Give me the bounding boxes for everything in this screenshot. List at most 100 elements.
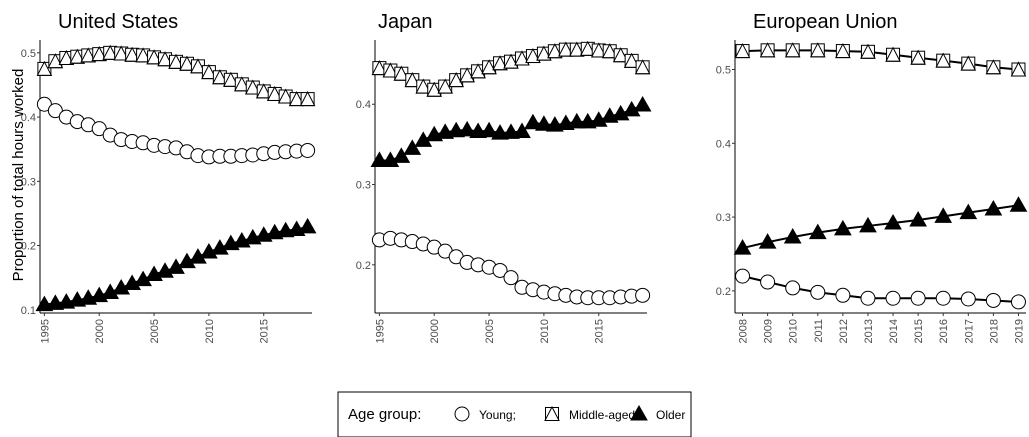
series-line	[742, 49, 1019, 71]
legend-label: Middle-aged;	[569, 408, 638, 422]
series-line	[742, 275, 1019, 303]
data-point	[589, 111, 608, 127]
data-point-triangle	[168, 53, 184, 69]
data-point-triangle	[80, 47, 97, 63]
series-older	[35, 217, 317, 312]
series-older	[733, 196, 1028, 255]
data-point-triangle	[69, 48, 86, 64]
data-point-triangle	[470, 63, 486, 79]
data-point-square	[1011, 62, 1026, 77]
x-tick-label: 2010	[204, 319, 216, 343]
data-point-square	[860, 44, 875, 59]
data-point-triangle	[371, 60, 388, 76]
data-point-triangle	[734, 42, 751, 59]
series-young	[36, 96, 316, 165]
data-point	[860, 290, 876, 306]
panel-european-union: European Union 0.2 0.3 0.4 0.5 2008 2009 2010 20…	[716, 11, 1028, 343]
data-point	[810, 284, 826, 300]
data-point-triangle	[223, 71, 239, 87]
data-point	[1009, 196, 1028, 212]
data-point	[783, 227, 802, 244]
data-point	[759, 42, 776, 58]
data-point	[935, 290, 951, 306]
data-point-triangle	[1010, 61, 1027, 77]
data-point-triangle	[860, 43, 876, 59]
data-point-triangle	[58, 49, 75, 65]
data-point-triangle	[146, 49, 162, 65]
data-point	[36, 60, 53, 76]
data-point	[859, 216, 877, 233]
data-point-triangle	[514, 50, 530, 66]
data-point	[567, 112, 586, 129]
y-tick-label: 0.3	[356, 180, 371, 192]
data-point	[910, 290, 926, 306]
x-tick-label: 2005	[149, 319, 161, 343]
data-point-triangle	[481, 59, 497, 75]
data-point-triangle	[558, 41, 574, 57]
y-tick-label: 0.4	[21, 112, 36, 124]
data-point	[885, 290, 901, 306]
data-point-triangle	[404, 72, 421, 88]
legend-marker-triangle	[544, 405, 560, 421]
data-point-triangle	[960, 55, 977, 71]
data-point	[146, 49, 162, 65]
data-point	[459, 67, 475, 83]
data-point-triangle	[579, 40, 596, 56]
data-point	[760, 274, 776, 290]
data-point	[492, 262, 508, 278]
data-point	[808, 223, 827, 240]
series-young	[371, 230, 651, 306]
data-point	[1010, 61, 1027, 77]
legend-marker-square	[545, 407, 559, 421]
data-point	[758, 233, 777, 249]
data-point-triangle	[102, 44, 119, 60]
data-point-triangle	[299, 91, 316, 107]
data-point	[36, 96, 52, 112]
data-point	[733, 239, 752, 255]
legend-item-young: Young;	[454, 406, 516, 422]
data-point-triangle	[985, 59, 1002, 75]
chart-panels: United States 0.1 0.2 0.3 0.4 0.5 1995 2000 2005…	[21, 11, 1028, 343]
x-tick-label: 2009	[763, 319, 775, 343]
data-point-triangle	[255, 83, 272, 99]
legend-title: Age group:	[348, 406, 421, 423]
data-point	[382, 62, 399, 78]
data-point	[223, 71, 239, 87]
data-point-triangle	[426, 81, 443, 97]
x-tick-label: 2016	[938, 319, 950, 343]
data-point	[934, 207, 953, 223]
data-point	[298, 217, 317, 234]
data-point-triangle	[157, 51, 173, 67]
data-point-triangle	[547, 43, 563, 59]
data-point	[909, 211, 927, 227]
data-point-triangle	[288, 91, 305, 107]
data-point	[524, 113, 542, 130]
data-point-triangle	[503, 53, 519, 69]
data-point-triangle	[759, 42, 776, 58]
data-point-triangle	[124, 46, 140, 62]
data-point-square	[635, 60, 650, 75]
data-point-square	[911, 50, 926, 65]
data-point	[448, 72, 464, 88]
y-tick-label: 0.3	[716, 212, 731, 224]
data-point-triangle	[885, 46, 901, 62]
data-point-triangle	[244, 79, 261, 95]
legend-marker	[630, 404, 648, 421]
series-line	[742, 204, 1019, 250]
data-point	[885, 46, 901, 62]
x-tick-label: 2017	[963, 319, 975, 343]
series-older	[370, 96, 652, 167]
x-tick-label: 2019	[1013, 319, 1025, 343]
legend-box	[337, 391, 692, 437]
data-point-square	[961, 56, 976, 71]
legend-item-middle-aged: Middle-aged;	[544, 405, 638, 422]
x-tick-label: 2010	[788, 319, 800, 343]
data-point-square	[785, 43, 800, 58]
legend-label: Young;	[479, 408, 516, 422]
data-point	[835, 287, 851, 303]
data-point	[403, 139, 422, 155]
panel-title: Japan	[378, 11, 433, 33]
panel-title: United States	[58, 11, 178, 33]
data-point	[547, 43, 563, 59]
data-point-square	[886, 47, 901, 62]
